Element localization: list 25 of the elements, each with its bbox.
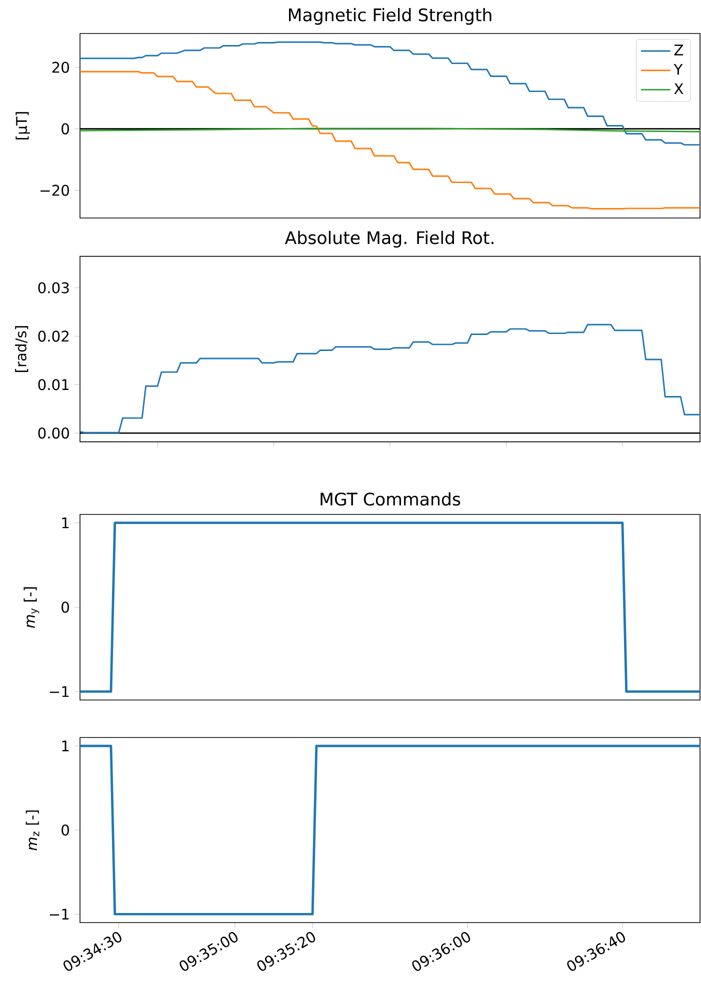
legend-label: Y <box>674 64 683 75</box>
legend-label: Z <box>674 44 684 56</box>
chart-title: Absolute Mag. Field Rot. <box>284 230 494 248</box>
chart-title: MGT Commands <box>320 492 460 506</box>
y-tick-label: 0.02 <box>38 330 68 342</box>
y-axis-title: [rad/s] <box>15 326 28 372</box>
y-tick-label: 0.00 <box>38 428 69 439</box>
line-series <box>80 41 700 146</box>
y-tick-label: 1 <box>62 740 69 752</box>
y-tick-label: 0.03 <box>38 282 69 294</box>
y-tick-label: 20 <box>52 62 69 73</box>
y-axis-title: [µT] <box>16 112 30 140</box>
chart-title: Magnetic Field Strength <box>289 8 492 25</box>
y-tick-label: 0 <box>62 824 69 836</box>
y-tick-label: 0 <box>62 602 69 613</box>
y-tick-label: −20 <box>40 184 69 196</box>
y-tick-label: 0 <box>62 123 69 134</box>
legend-label: X <box>674 83 684 94</box>
line-series <box>80 324 700 434</box>
y-tick-label: −1 <box>50 686 69 697</box>
y-tick-label: 1 <box>62 517 69 528</box>
y-tick-label: 0.01 <box>38 379 69 390</box>
y-tick-label: −1 <box>50 908 69 920</box>
y-axis-title: m$_{z}$ [-] <box>26 810 40 850</box>
y-axis-title: m$_{y}$ [-] <box>24 587 40 628</box>
